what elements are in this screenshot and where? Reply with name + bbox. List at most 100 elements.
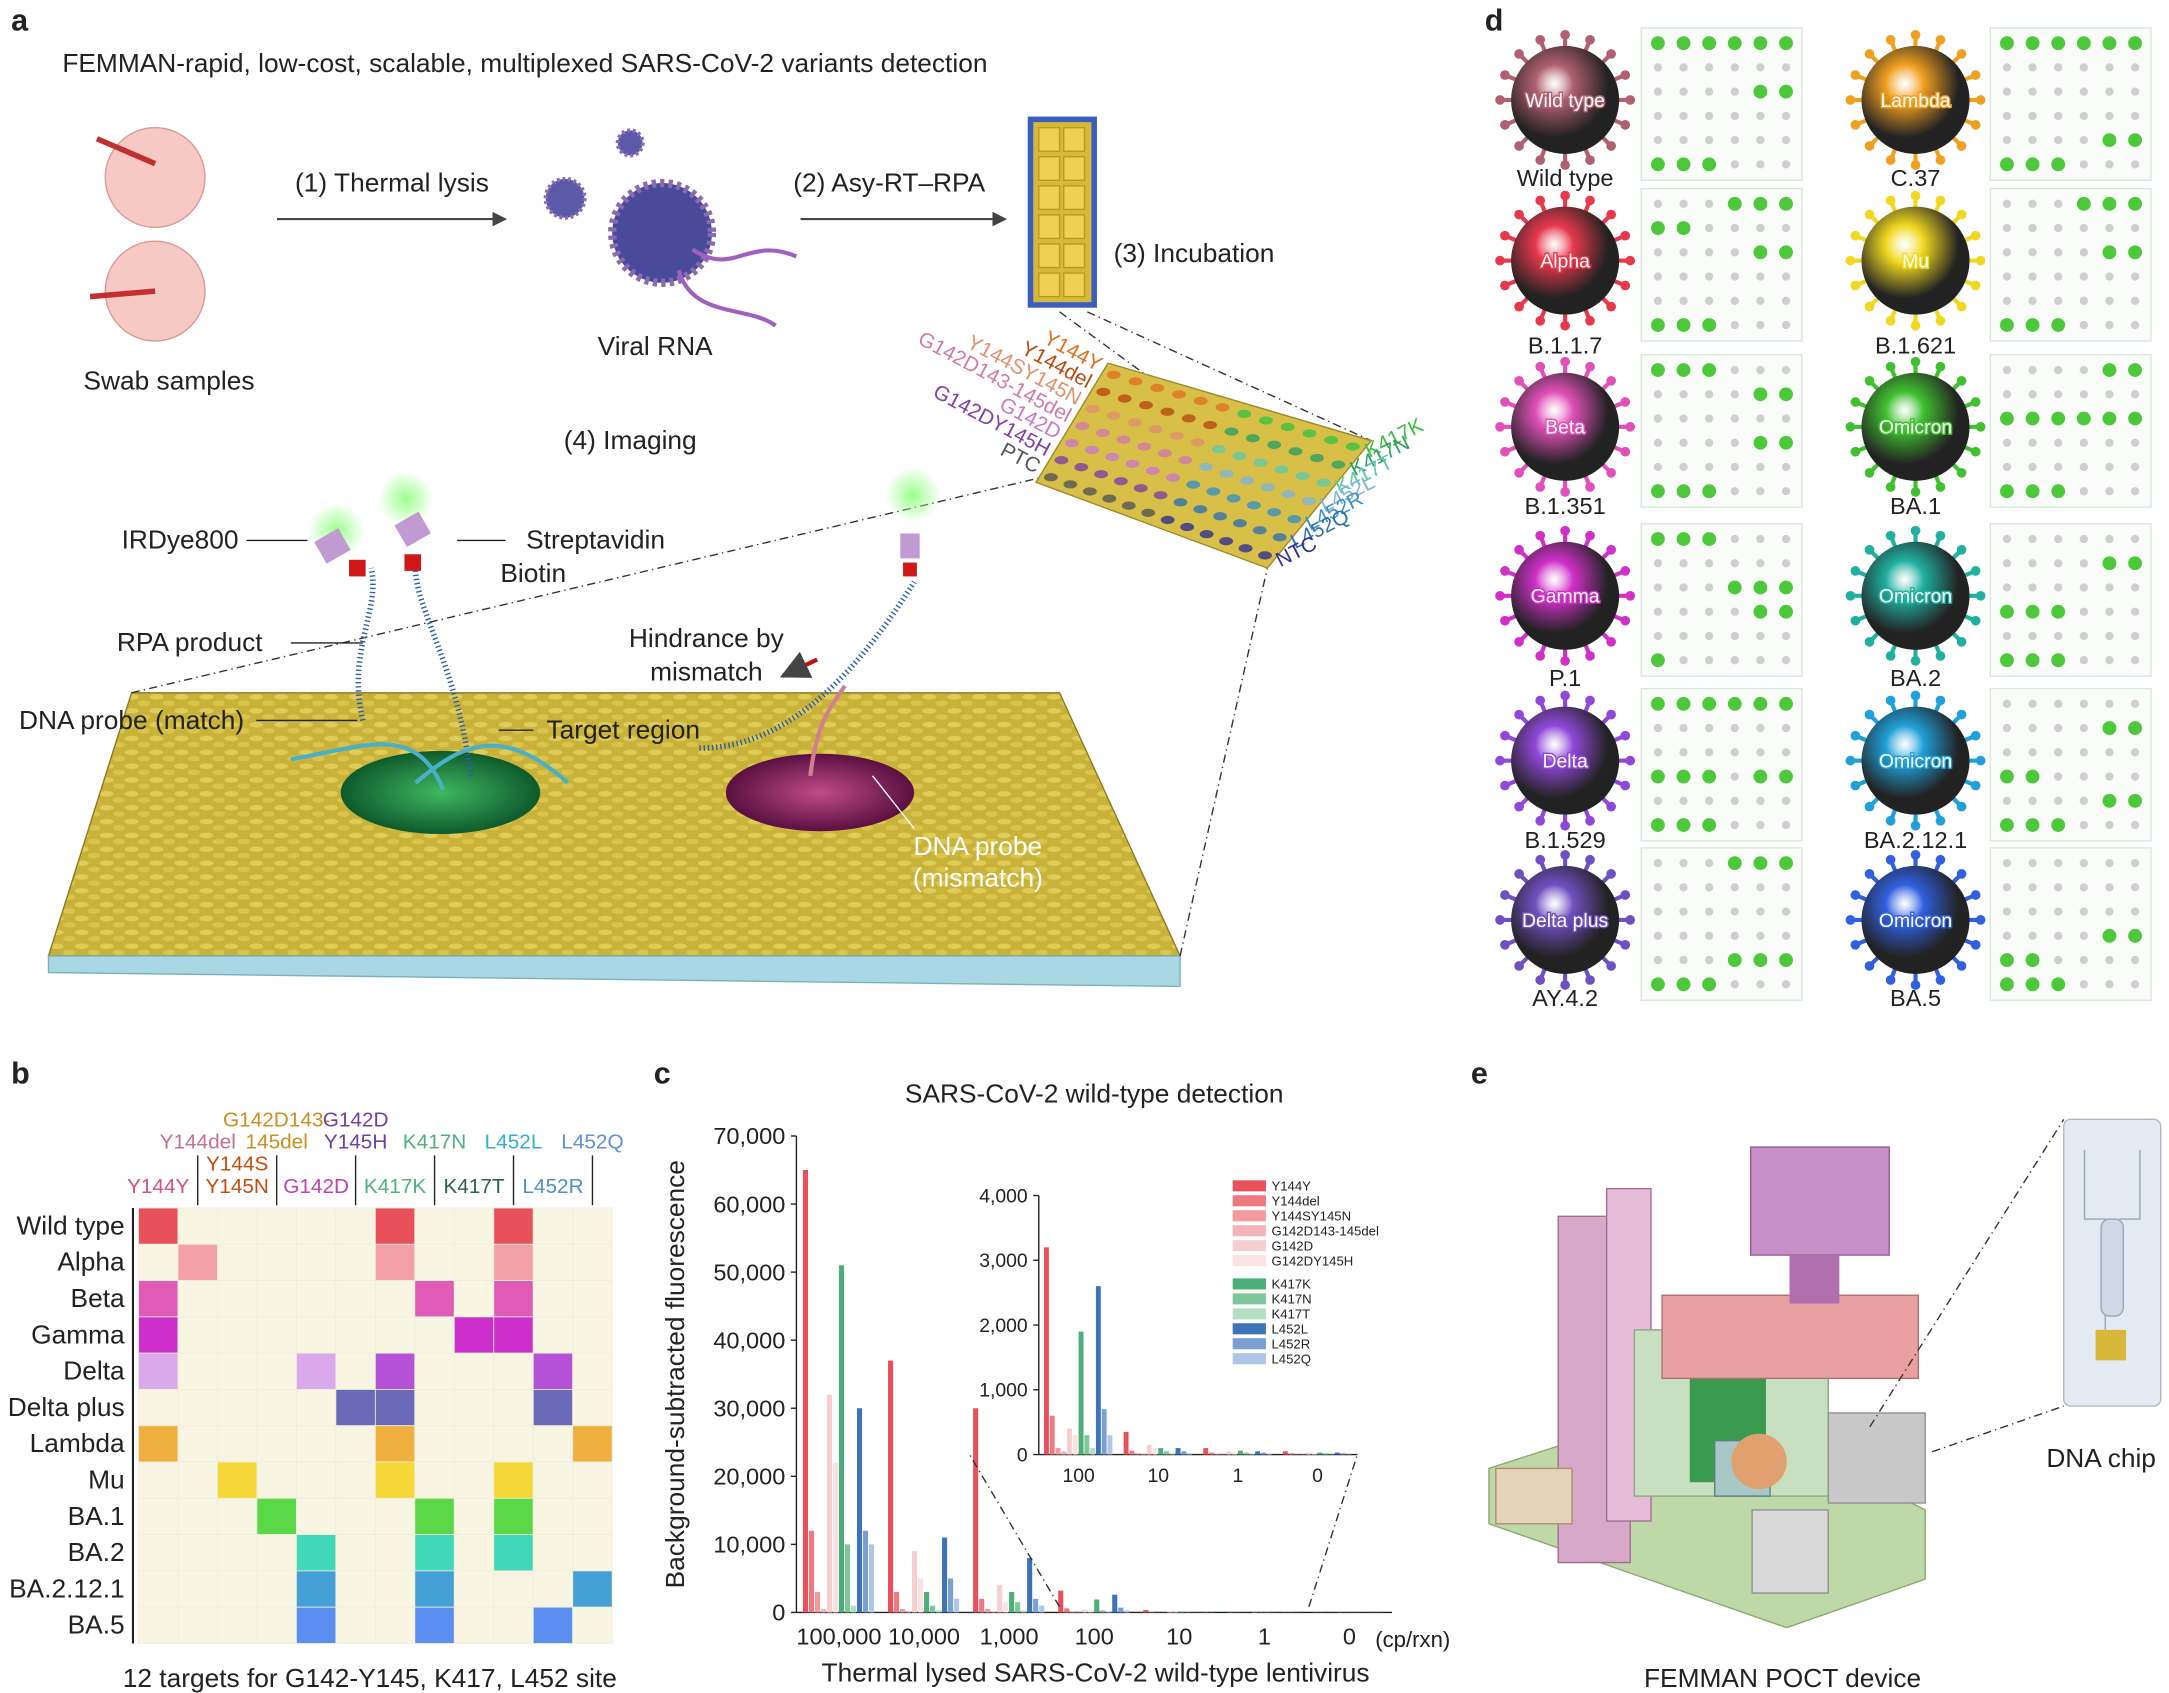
heatmap-cell xyxy=(295,1497,337,1536)
chip-label: DNA chip xyxy=(2046,1443,2156,1473)
heatmap-cell xyxy=(493,1389,534,1427)
dot xyxy=(1730,631,1739,641)
row-label: BA.2.12.1 xyxy=(9,1573,125,1603)
virus-spike-tip xyxy=(1864,301,1875,312)
dot xyxy=(2079,883,2088,892)
virus-spike-tip xyxy=(1970,446,1981,457)
panel-a-art xyxy=(47,116,1372,988)
legend-swatch xyxy=(1232,1240,1266,1252)
dot-positive xyxy=(1753,84,1768,99)
bar xyxy=(1095,1286,1101,1455)
bar xyxy=(924,1592,930,1613)
dot-positive xyxy=(2000,977,2014,992)
bar xyxy=(1039,1605,1045,1613)
virus-spike-tip xyxy=(1535,975,1546,985)
dot xyxy=(1781,748,1791,757)
dot xyxy=(2002,931,2012,940)
dot xyxy=(1756,487,1765,496)
y-tick-label: 2,000 xyxy=(979,1315,1028,1337)
chip-spot xyxy=(1180,522,1195,532)
dot xyxy=(2054,534,2063,544)
virus-spike-tip xyxy=(1620,280,1631,291)
lineage-label: B.1.529 xyxy=(1525,827,1606,853)
legend-label: L452L xyxy=(1271,1322,1308,1337)
bar xyxy=(1175,1448,1181,1455)
heatmap-cell xyxy=(572,1352,613,1390)
virus-spike-tip xyxy=(1500,939,1510,950)
column-label: K417T xyxy=(443,1175,504,1198)
x-tick-label: 0 xyxy=(1343,1623,1356,1649)
virus-spike-tip xyxy=(1514,801,1524,812)
y-tick-label: 1,000 xyxy=(979,1380,1028,1402)
bar xyxy=(1164,1451,1169,1455)
dot xyxy=(2079,955,2088,965)
dot xyxy=(2105,438,2114,447)
dot xyxy=(2002,438,2012,447)
virus-spike-tip xyxy=(1864,869,1875,879)
heatmap-cell xyxy=(374,1461,416,1499)
dot xyxy=(1781,656,1791,665)
dot-positive xyxy=(1779,953,1793,967)
dot-positive xyxy=(2025,604,2040,619)
dot xyxy=(2130,487,2140,496)
dot-positive xyxy=(2128,133,2142,148)
virus-spike-tip xyxy=(1514,375,1524,386)
virus-spike-tip xyxy=(1850,70,1861,80)
virus-spike-tip xyxy=(1975,95,1986,105)
dot xyxy=(2130,296,2140,305)
dot-positive xyxy=(1650,818,1665,832)
dot xyxy=(2079,135,2088,145)
virus-spike-tip xyxy=(1620,397,1631,407)
dot xyxy=(1756,320,1765,330)
legend-label: L452R xyxy=(1271,1337,1310,1352)
chip-spot xyxy=(1153,491,1168,500)
heatmap-cell xyxy=(217,1280,258,1318)
x-tick-label: 1 xyxy=(1233,1465,1244,1487)
dot xyxy=(1730,772,1739,781)
dot-positive xyxy=(2000,953,2014,967)
virus-spike-tip xyxy=(1500,280,1510,291)
virus-spike-tip xyxy=(1495,915,1505,925)
heatmap-cell xyxy=(138,1389,179,1427)
dot xyxy=(1756,63,1765,72)
virus-spike-tip xyxy=(1864,709,1875,720)
virus-spike-tip xyxy=(1970,230,1981,241)
dot xyxy=(2079,559,2088,568)
chip-spot xyxy=(1316,478,1331,487)
dot xyxy=(1705,199,1714,208)
chip-spot xyxy=(1102,494,1117,503)
virus-spike-tip xyxy=(1975,755,1986,766)
virus-spike-tip xyxy=(1935,34,1946,45)
dot xyxy=(2079,656,2088,665)
dot xyxy=(1653,438,1663,447)
bar xyxy=(1055,1448,1061,1455)
chip-spot xyxy=(1274,465,1289,474)
dot xyxy=(2002,534,2012,544)
tube-well xyxy=(1038,156,1061,181)
x-tick-label: 100,000 xyxy=(796,1623,881,1649)
column-label: K417K xyxy=(364,1175,426,1198)
virus-spike-tip xyxy=(1956,301,1967,312)
chip-spot xyxy=(1186,480,1201,489)
virus-spike-tip xyxy=(1514,869,1524,879)
dot xyxy=(1705,223,1714,233)
virus-spike-tip xyxy=(1956,141,1967,151)
chip-spot xyxy=(1219,537,1234,546)
dot-positive xyxy=(2025,977,2040,992)
bar xyxy=(1009,1592,1015,1613)
dot xyxy=(2130,272,2140,281)
legend-label: Y144Y xyxy=(1271,1179,1311,1194)
chip-spot xyxy=(1281,490,1296,499)
heatmap-cell xyxy=(217,1461,258,1499)
bar xyxy=(1043,1247,1049,1455)
virus-spike-tip xyxy=(1535,34,1546,45)
column-label: 145del xyxy=(245,1130,307,1153)
dot xyxy=(2130,87,2140,96)
heatmap-cell xyxy=(374,1534,416,1572)
row-label: Gamma xyxy=(31,1319,125,1349)
virus-spike-tip xyxy=(1975,255,1986,266)
chip-spot xyxy=(1139,401,1153,410)
dot xyxy=(1756,111,1765,121)
dot-positive xyxy=(2128,36,2142,51)
dot-positive xyxy=(1727,953,1742,967)
